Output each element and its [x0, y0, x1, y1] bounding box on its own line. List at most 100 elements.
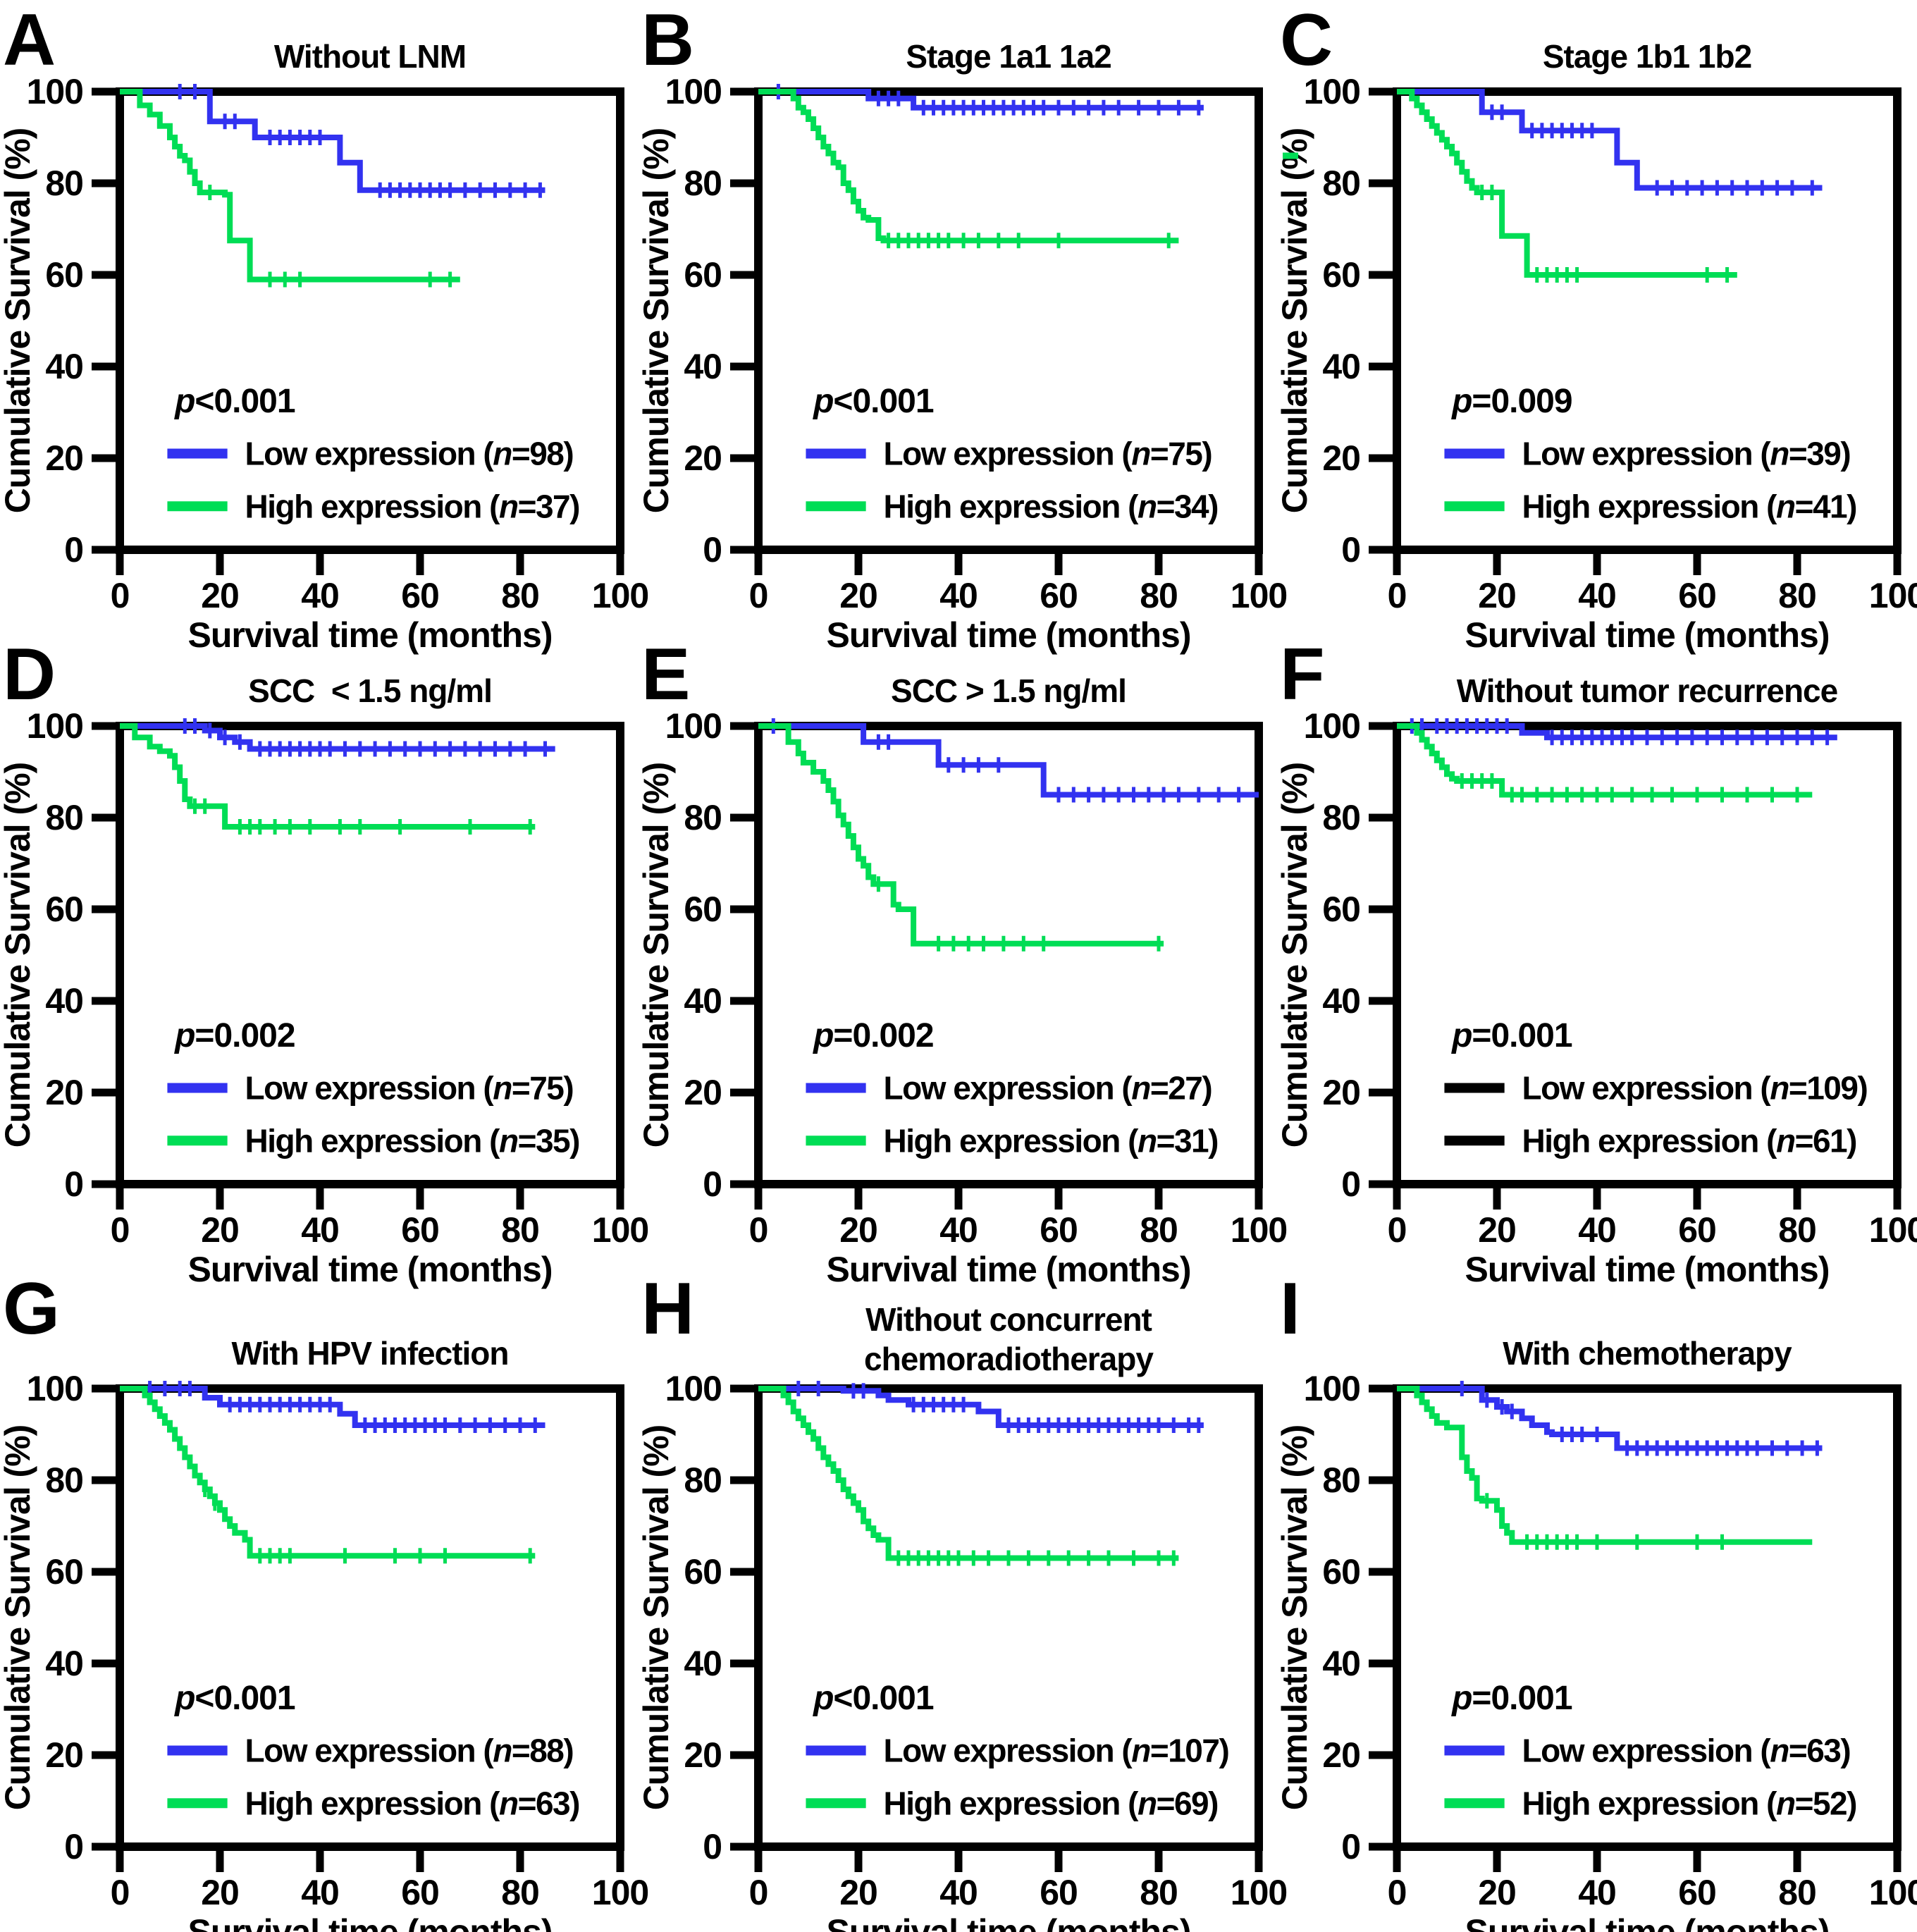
y-tick-label: 20 — [684, 1073, 722, 1112]
legend-label-high: High expression (n=52) — [1522, 1785, 1857, 1821]
x-tick-label: 0 — [1388, 1210, 1407, 1250]
x-tick-label: 80 — [501, 576, 539, 615]
panel-body-B: Stage 1a1 1a2 0 20 40 60 80 100 0 20 40 60 80 100 Sur… — [636, 38, 1288, 655]
p-value-D: p=0.002 — [173, 1017, 295, 1054]
high-censor-ticks — [876, 876, 1161, 952]
plot-frame — [116, 1384, 624, 1851]
low-censor-ticks — [796, 1381, 1201, 1433]
y-tick-label: 0 — [1341, 1164, 1360, 1204]
x-tick-label: 0 — [111, 1873, 130, 1912]
x-tick-label: 20 — [839, 1873, 877, 1912]
panel-cell-G: G With HPV infection 0 20 40 60 80 100 0 20 40 60 80… — [0, 1268, 649, 1932]
plot-frame — [1393, 722, 1901, 1188]
x-tick-label: 100 — [1869, 576, 1917, 615]
legend-label-high: High expression (n=63) — [245, 1785, 580, 1821]
y-tick-label: 40 — [684, 1644, 722, 1683]
x-axis-title: Survival time (months) — [1465, 1912, 1830, 1932]
legend-label-low: Low expression (n=98) — [245, 436, 574, 472]
plot-frame — [116, 87, 624, 554]
x-tick-label: 0 — [749, 1210, 768, 1250]
y-tick-label: 80 — [45, 164, 83, 203]
x-tick-label: 60 — [1040, 1873, 1078, 1912]
y-tick-label: 100 — [27, 706, 83, 746]
p-value-G: p<0.001 — [173, 1680, 295, 1717]
panel-body-D: SCC < 1.5 ng/ml 0 20 40 60 80 100 0 20 40 60 80 100 S… — [0, 672, 649, 1289]
panel-letter-D: D — [3, 634, 56, 715]
plot-frame — [754, 1384, 1263, 1851]
y-tick-label: 0 — [703, 530, 722, 570]
y-tick-label: 40 — [1322, 1644, 1360, 1683]
panel-letter-A: A — [3, 0, 56, 81]
panel-body-A: Without LNM 0 20 40 60 80 100 0 20 40 60 80 100 Survi… — [0, 38, 649, 655]
x-axis-title: Survival time (months) — [827, 615, 1191, 655]
x-tick-label: 60 — [1040, 1210, 1078, 1250]
panel-body-G: With HPV infection 0 20 40 60 80 100 0 20 40 60 80 1… — [0, 1335, 649, 1932]
legend-label-high: High expression (n=34) — [884, 488, 1219, 524]
y-tick-label: 80 — [1322, 164, 1360, 203]
y-tick-label: 80 — [684, 798, 722, 837]
panel-letter-H: H — [641, 1268, 694, 1350]
x-tick-label: 40 — [939, 1210, 978, 1250]
y-tick-label: 40 — [45, 981, 83, 1021]
panel-F: F Without tumor recurrence 0 20 40 60 80 100 0 20… — [1275, 634, 1917, 1289]
y-tick-label: 0 — [64, 1827, 83, 1866]
legend-label-low: Low expression (n=39) — [1522, 436, 1851, 472]
high-censor-ticks — [1460, 773, 1799, 803]
y-tick-label: 60 — [1322, 890, 1360, 929]
x-tick-label: 20 — [839, 576, 877, 615]
y-tick-label: 80 — [684, 1460, 722, 1500]
legend-label-low: Low expression (n=88) — [245, 1733, 574, 1769]
legend-label-high: High expression (n=61) — [1522, 1122, 1857, 1159]
panel-title-H-line1: Without concurrent — [865, 1301, 1152, 1338]
panel-title-C: Stage 1b1 1b2 — [1543, 38, 1751, 75]
x-tick-label: 100 — [1231, 576, 1287, 615]
panel-I: I With chemotherapy 0 20 40 60 80 100 0 20 40 60 80 1… — [1275, 1268, 1917, 1932]
panel-title-D: SCC < 1.5 ng/ml — [248, 672, 492, 709]
panel-body-E: SCC > 1.5 ng/ml 0 20 40 60 80 100 0 20 40 60 80 100 S… — [636, 672, 1288, 1289]
low-censor-ticks — [148, 1381, 537, 1433]
x-tick-label: 80 — [1778, 1873, 1816, 1912]
panel-title-E: SCC > 1.5 ng/ml — [891, 672, 1126, 709]
x-tick-label: 60 — [1678, 576, 1716, 615]
panel-cell-E: E SCC > 1.5 ng/ml 0 20 40 60 80 100 0 20 40 60 80 100… — [636, 634, 1288, 1289]
x-tick-label: 20 — [201, 1210, 239, 1250]
y-tick-label: 20 — [684, 438, 722, 478]
x-tick-label: 80 — [1140, 1210, 1178, 1250]
x-tick-label: 100 — [1869, 1210, 1917, 1250]
x-tick-label: 20 — [201, 1873, 239, 1912]
y-tick-label: 60 — [1322, 255, 1360, 295]
panel-body-C: Stage 1b1 1b2 0 20 40 60 80 100 0 20 40 60 80 100 Sur… — [1275, 38, 1917, 655]
x-tick-label: 60 — [1040, 576, 1078, 615]
p-value-I: p=0.001 — [1450, 1680, 1572, 1717]
x-tick-label: 0 — [111, 576, 130, 615]
x-tick-label: 0 — [749, 1873, 768, 1912]
y-tick-label: 0 — [64, 530, 83, 570]
y-tick-label: 80 — [45, 1460, 83, 1500]
x-tick-label: 0 — [111, 1210, 130, 1250]
panel-title-I: With chemotherapy — [1503, 1335, 1792, 1372]
panel-cell-A: A Without LNM 0 20 40 60 80 100 0 20 40 60 80 100 Surv… — [0, 0, 649, 655]
y-tick-label: 20 — [45, 438, 83, 478]
x-tick-label: 20 — [1478, 1210, 1516, 1250]
panel-cell-B: B Stage 1a1 1a2 0 20 40 60 80 100 0 20 40 60 80 100 Su… — [636, 0, 1288, 655]
x-tick-label: 40 — [939, 1873, 978, 1912]
x-tick-label: 100 — [592, 1873, 648, 1912]
y-tick-label: 60 — [45, 890, 83, 929]
x-tick-label: 0 — [1388, 576, 1407, 615]
y-tick-label: 20 — [45, 1073, 83, 1112]
y-tick-label: 60 — [45, 1552, 83, 1592]
high-censor-ticks — [1480, 185, 1730, 283]
low-expression-curve — [120, 723, 555, 752]
high-expression-curve — [120, 1386, 536, 1559]
low-expression-curve — [1397, 723, 1837, 741]
x-tick-label: 60 — [401, 1873, 439, 1912]
x-tick-label: 20 — [1478, 1873, 1516, 1912]
y-tick-label: 80 — [1322, 798, 1360, 837]
y-tick-label: 40 — [684, 981, 722, 1021]
panel-D: D SCC < 1.5 ng/ml 0 20 40 60 80 100 0 20 40 60 80 100… — [0, 634, 649, 1289]
y-tick-label: 0 — [1341, 1827, 1360, 1866]
y-axis-title: Cumulative Survival (%) — [636, 1425, 676, 1811]
low-censor-ticks — [1460, 1381, 1819, 1456]
y-tick-label: 60 — [45, 255, 83, 295]
